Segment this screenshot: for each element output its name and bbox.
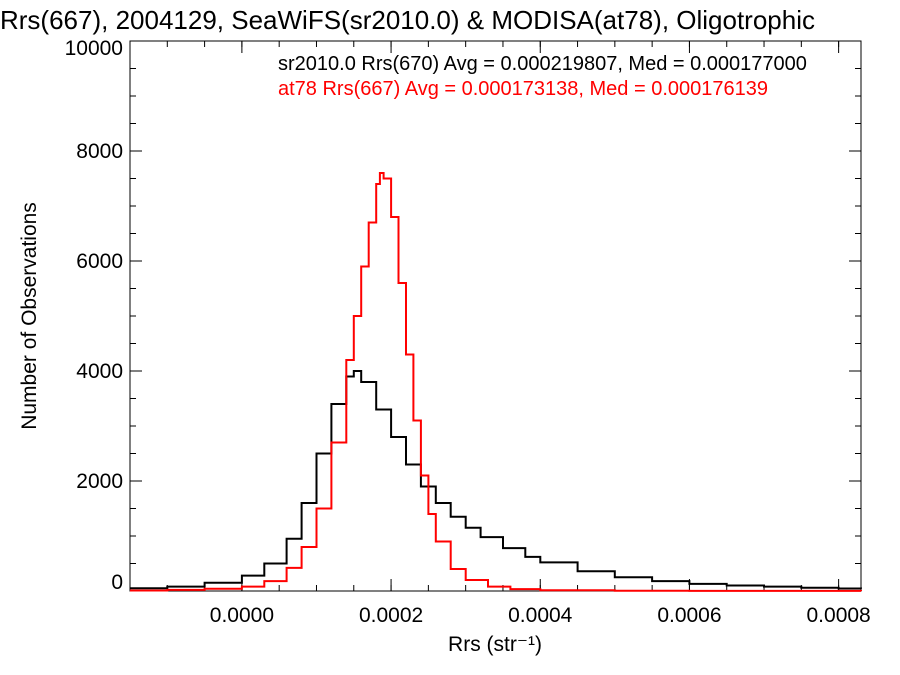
y-tick-label: 4000 <box>76 360 123 383</box>
x-tick-label: 0.0006 <box>657 604 721 627</box>
x-tick-label: 0.0002 <box>359 604 423 627</box>
series-line-2 <box>130 172 862 592</box>
y-tick-label: 10000 <box>65 37 123 60</box>
y-tick-label: 6000 <box>76 250 123 273</box>
y-tick-label: 8000 <box>76 140 123 163</box>
legend-entry-2: at78 Rrs(667) Avg = 0.000173138, Med = 0… <box>278 78 768 100</box>
legend-entry-1: sr2010.0 Rrs(670) Avg = 0.000219807, Med… <box>278 53 807 75</box>
x-axis-label: Rrs (str⁻¹) <box>448 633 542 656</box>
series-layer <box>130 172 862 592</box>
y-tick-label: 2000 <box>76 470 123 493</box>
y-axis-label: Number of Observations <box>18 202 41 430</box>
y-tick-label: 0 <box>111 571 123 594</box>
chart-title: Rrs(667), 2004129, SeaWiFS(sr2010.0) & M… <box>0 5 815 35</box>
series-line-1 <box>130 370 862 590</box>
x-tick-label: 0.0000 <box>210 604 274 627</box>
plot-frame <box>129 40 862 592</box>
x-tick-label: 0.0004 <box>508 604 573 627</box>
y-axis: 0 2000 4000 6000 8000 10000 <box>65 37 861 594</box>
x-tick-label: 0.0008 <box>807 604 871 627</box>
x-axis: 0.0000 0.0002 0.0004 0.0006 0.0008 <box>166 41 871 627</box>
legend: sr2010.0 Rrs(670) Avg = 0.000219807, Med… <box>278 53 807 100</box>
